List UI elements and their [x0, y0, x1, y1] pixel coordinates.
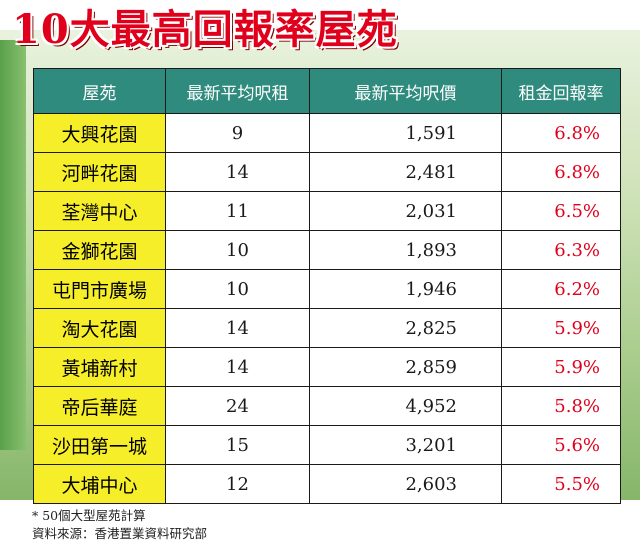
price-cell: 2,859: [309, 347, 502, 387]
price-cell: 2,031: [309, 191, 502, 231]
yield-cell: 5.9%: [501, 308, 621, 348]
price-cell: 1,946: [309, 269, 502, 309]
table-row: 淘大花園 14 2,825 5.9%: [33, 308, 621, 348]
price-cell: 1,893: [309, 230, 502, 270]
price-cell: 1,591: [309, 113, 502, 153]
price-cell: 3,201: [309, 425, 502, 465]
estate-cell: 大埔中心: [33, 464, 166, 504]
rent-cell: 9: [165, 113, 310, 153]
table-row: 河畔花園 14 2,481 6.8%: [33, 152, 621, 192]
header-rent: 最新平均呎租: [165, 68, 310, 114]
table-row: 荃灣中心 11 2,031 6.5%: [33, 191, 621, 231]
rent-cell: 12: [165, 464, 310, 504]
rent-cell: 10: [165, 269, 310, 309]
estate-cell: 帝后華庭: [33, 386, 166, 426]
estate-cell: 淘大花園: [33, 308, 166, 348]
table-row: 沙田第一城 15 3,201 5.6%: [33, 425, 621, 465]
yield-cell: 5.6%: [501, 425, 621, 465]
header-yield: 租金回報率: [501, 68, 621, 114]
price-cell: 2,481: [309, 152, 502, 192]
table-row: 大興花園 9 1,591 6.8%: [33, 113, 621, 153]
estate-cell: 荃灣中心: [33, 191, 166, 231]
yield-cell: 6.2%: [501, 269, 621, 309]
yield-cell: 6.3%: [501, 230, 621, 270]
rent-cell: 24: [165, 386, 310, 426]
table-row: 帝后華庭 24 4,952 5.8%: [33, 386, 621, 426]
yield-cell: 6.8%: [501, 152, 621, 192]
estate-cell: 屯門市廣場: [33, 269, 166, 309]
footnote-source: 資料來源：香港置業資料研究部: [32, 526, 208, 541]
rent-cell: 14: [165, 308, 310, 348]
yield-cell: 5.5%: [501, 464, 621, 504]
estate-cell: 大興花園: [33, 113, 166, 153]
price-cell: 4,952: [309, 386, 502, 426]
price-cell: 2,825: [309, 308, 502, 348]
yield-cell: 5.9%: [501, 347, 621, 387]
header-price: 最新平均呎價: [309, 68, 502, 114]
table-row: 黃埔新村 14 2,859 5.9%: [33, 347, 621, 387]
table-row: 屯門市廣場 10 1,946 6.2%: [33, 269, 621, 309]
footnote-sample: * 50個大型屋苑計算: [32, 508, 146, 523]
table-row: 大埔中心 12 2,603 5.5%: [33, 464, 621, 504]
table-header-row: 屋苑 最新平均呎租 最新平均呎價 租金回報率: [33, 68, 621, 114]
yield-cell: 5.8%: [501, 386, 621, 426]
rent-cell: 10: [165, 230, 310, 270]
rental-yield-table: 屋苑 最新平均呎租 最新平均呎價 租金回報率 大興花園 9 1,591 6.8% 河畔花…: [33, 68, 621, 504]
estate-cell: 黃埔新村: [33, 347, 166, 387]
estate-cell: 沙田第一城: [33, 425, 166, 465]
rent-cell: 14: [165, 347, 310, 387]
rent-cell: 15: [165, 425, 310, 465]
price-cell: 2,603: [309, 464, 502, 504]
rent-cell: 14: [165, 152, 310, 192]
page-title: 10大最高回報率屋苑: [12, 6, 398, 53]
estate-cell: 金獅花園: [33, 230, 166, 270]
yield-cell: 6.5%: [501, 191, 621, 231]
header-estate: 屋苑: [33, 68, 166, 114]
estate-cell: 河畔花園: [33, 152, 166, 192]
background-stripe: [0, 40, 26, 450]
rent-cell: 11: [165, 191, 310, 231]
table-row: 金獅花園 10 1,893 6.3%: [33, 230, 621, 270]
yield-cell: 6.8%: [501, 113, 621, 153]
